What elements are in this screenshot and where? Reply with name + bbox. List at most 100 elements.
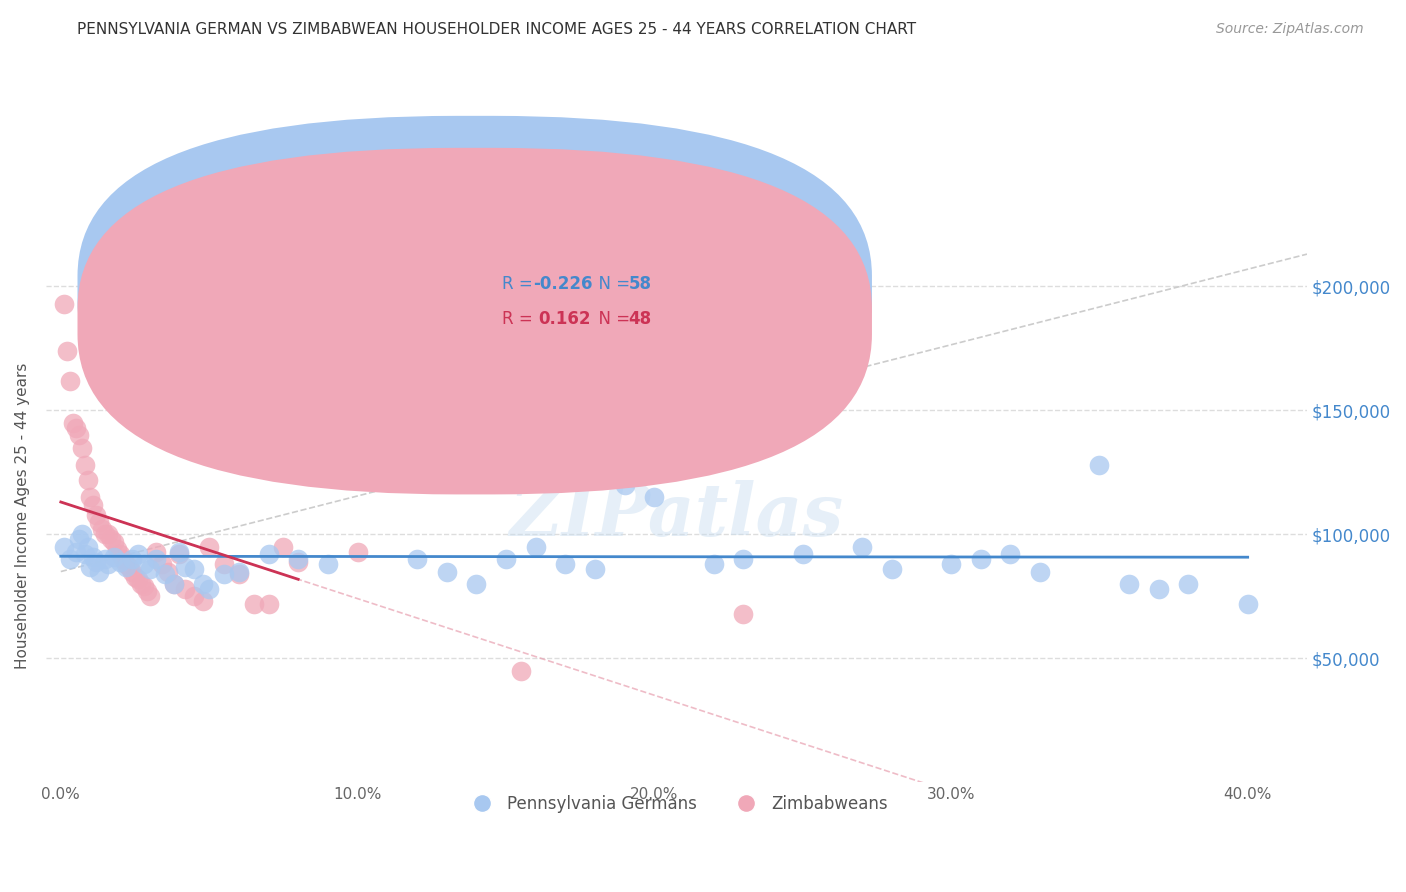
Point <box>1118 577 1140 591</box>
Point <box>52 540 75 554</box>
Text: N =: N = <box>588 276 636 293</box>
Point <box>135 584 157 599</box>
Point <box>59 374 82 388</box>
Point <box>169 545 191 559</box>
Point <box>121 552 143 566</box>
Point <box>851 540 873 554</box>
Point <box>1147 582 1170 596</box>
Point <box>118 559 141 574</box>
Point <box>939 557 962 571</box>
FancyBboxPatch shape <box>77 116 872 462</box>
Point <box>1029 565 1052 579</box>
Point <box>108 547 131 561</box>
Point <box>59 552 82 566</box>
Point <box>89 515 111 529</box>
Point <box>375 466 398 480</box>
Point <box>643 490 665 504</box>
Point <box>287 555 309 569</box>
Point <box>524 540 547 554</box>
Text: Source: ZipAtlas.com: Source: ZipAtlas.com <box>1216 22 1364 37</box>
Point <box>162 577 184 591</box>
Point <box>509 664 531 678</box>
Text: PENNSYLVANIA GERMAN VS ZIMBABWEAN HOUSEHOLDER INCOME AGES 25 - 44 YEARS CORRELAT: PENNSYLVANIA GERMAN VS ZIMBABWEAN HOUSEH… <box>77 22 917 37</box>
Point <box>94 527 117 541</box>
Point <box>198 582 221 596</box>
Point <box>52 296 75 310</box>
Point <box>316 557 339 571</box>
Point <box>97 527 120 541</box>
Point <box>703 557 725 571</box>
Point <box>145 552 167 566</box>
Point <box>346 453 368 467</box>
FancyBboxPatch shape <box>77 148 872 494</box>
Text: -0.226: -0.226 <box>533 276 592 293</box>
Point <box>70 527 93 541</box>
Point <box>242 597 264 611</box>
Point <box>73 547 96 561</box>
Point <box>127 547 149 561</box>
FancyBboxPatch shape <box>443 265 765 343</box>
Point <box>346 545 368 559</box>
Point <box>198 540 221 554</box>
Point <box>212 557 235 571</box>
Y-axis label: Householder Income Ages 25 - 44 years: Householder Income Ages 25 - 44 years <box>15 362 30 669</box>
Point <box>465 577 488 591</box>
Legend: Pennsylvania Germans, Zimbabweans: Pennsylvania Germans, Zimbabweans <box>458 788 894 820</box>
Point <box>969 552 991 566</box>
Point <box>162 577 184 591</box>
Point <box>613 477 636 491</box>
Text: R =: R = <box>502 310 538 328</box>
Point <box>115 559 138 574</box>
Text: N =: N = <box>588 310 636 328</box>
Point <box>97 557 120 571</box>
Point <box>82 549 104 564</box>
Point <box>79 490 101 504</box>
Point <box>132 557 155 571</box>
Point <box>1236 597 1258 611</box>
Point <box>583 562 606 576</box>
Text: ZIPatlas: ZIPatlas <box>509 480 844 551</box>
Point <box>65 420 87 434</box>
Point <box>79 559 101 574</box>
Point <box>156 565 179 579</box>
Point <box>495 552 517 566</box>
Point <box>257 597 280 611</box>
Point <box>55 343 77 358</box>
Point <box>73 458 96 472</box>
Point <box>139 590 162 604</box>
Point <box>121 565 143 579</box>
Point <box>91 522 114 536</box>
Point <box>70 441 93 455</box>
Point <box>112 552 135 566</box>
Point <box>89 565 111 579</box>
Point <box>153 567 176 582</box>
Point <box>1088 458 1111 472</box>
Point <box>103 534 125 549</box>
Text: 58: 58 <box>628 276 651 293</box>
Point <box>76 540 98 554</box>
Point <box>174 582 197 596</box>
Text: 48: 48 <box>628 310 652 328</box>
Point <box>65 545 87 559</box>
Point <box>105 542 128 557</box>
Point <box>257 547 280 561</box>
Point <box>193 577 215 591</box>
Point <box>193 594 215 608</box>
Point <box>94 552 117 566</box>
Point <box>792 547 814 561</box>
Point <box>169 547 191 561</box>
Point <box>62 416 84 430</box>
Text: 0.162: 0.162 <box>537 310 591 328</box>
Point <box>287 552 309 566</box>
Point <box>228 567 250 582</box>
Text: R =: R = <box>502 276 538 293</box>
Point <box>212 567 235 582</box>
Point <box>733 552 755 566</box>
Point <box>183 590 205 604</box>
Point <box>82 498 104 512</box>
Point <box>1000 547 1022 561</box>
Point <box>124 569 146 583</box>
Point <box>150 557 173 571</box>
Point <box>145 545 167 559</box>
Point <box>127 572 149 586</box>
